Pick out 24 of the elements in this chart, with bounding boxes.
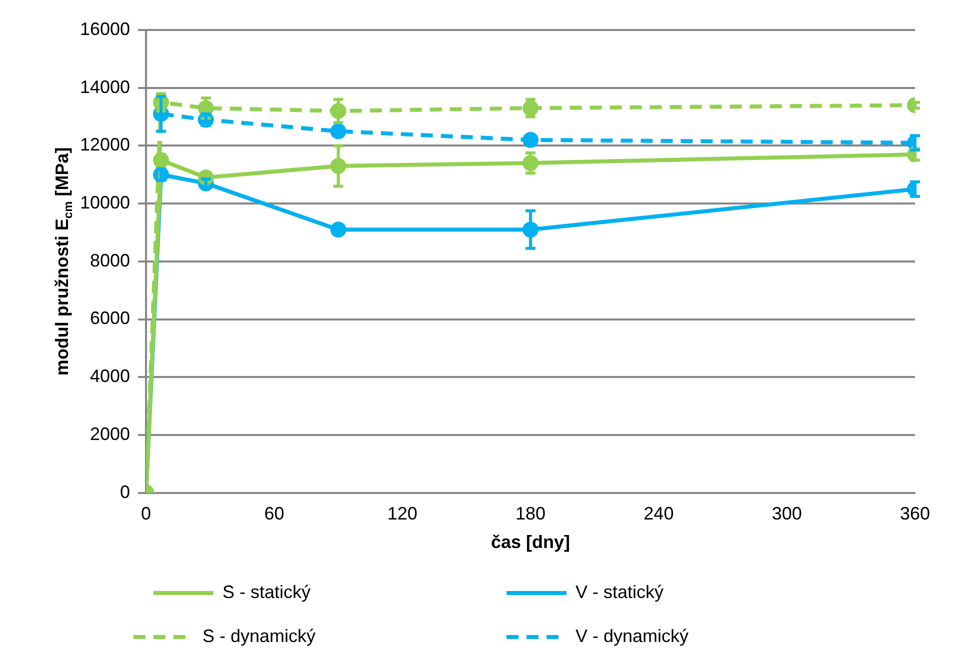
legend-label: V - dynamický [576, 626, 854, 646]
x-axis-title: čas [dny] [491, 532, 570, 552]
y-tick-label: 16000 [80, 18, 130, 39]
y-tick-label: 2000 [90, 424, 130, 444]
y-tick-label: 0 [120, 482, 130, 502]
y-tick-label: 6000 [90, 308, 130, 328]
point [330, 222, 346, 238]
y-tick-label: 4000 [90, 366, 130, 386]
y-tick-label: 12000 [80, 134, 130, 155]
x-tick-label: 360 [900, 504, 930, 524]
legend-label: S - statický [222, 582, 480, 602]
x-tick-label: 0 [141, 504, 152, 524]
x-tick-label: 180 [516, 504, 546, 524]
y-axis-title: modul pružnosti Ecm [MPa] [52, 147, 75, 376]
y-tick-label: 8000 [90, 250, 130, 270]
y-tick-label: 10000 [80, 192, 130, 213]
point [522, 132, 539, 148]
x-tick-label: 60 [264, 504, 284, 524]
y-tick-label: 14000 [80, 76, 130, 97]
x-tick-label: 240 [644, 504, 674, 524]
x-tick-label: 300 [772, 504, 802, 524]
legend-label: V - statický [576, 582, 834, 602]
x-tick-label: 120 [387, 504, 418, 524]
legend-label: S - dynamický [202, 626, 481, 646]
